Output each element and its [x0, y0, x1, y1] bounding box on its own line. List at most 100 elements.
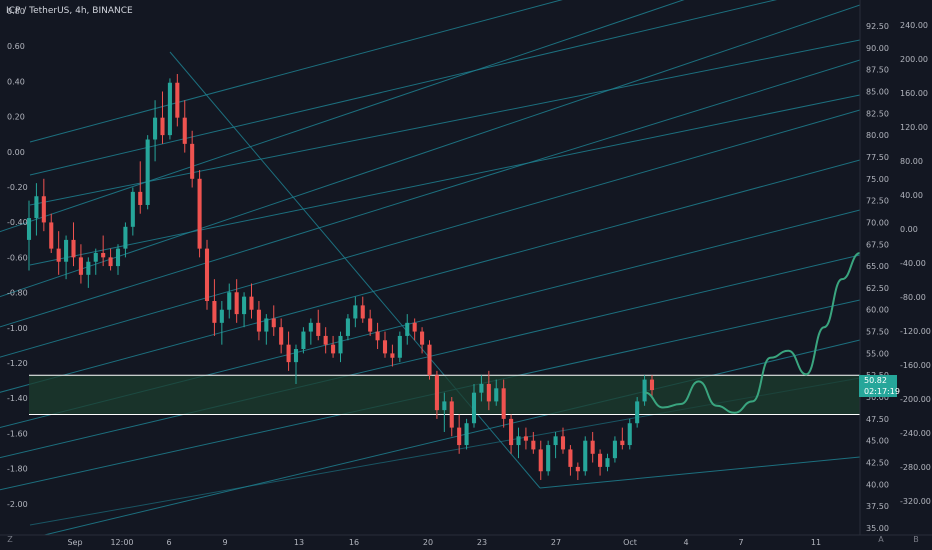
candle-body	[331, 344, 336, 354]
left-axis-tick: -1.00	[7, 324, 28, 333]
candle-body	[279, 327, 284, 345]
candles	[26, 74, 655, 480]
candle-body	[516, 436, 521, 446]
time-axis-tick: Sep	[67, 538, 82, 547]
price-axis-tick: 50.00	[866, 393, 889, 402]
candle-body	[190, 143, 195, 179]
candle-body	[242, 296, 247, 315]
right-axis-tick: -80.00	[900, 293, 926, 302]
candle-body	[649, 379, 655, 391]
price-axis-tick: 92.50	[866, 22, 889, 31]
candle-body	[323, 335, 328, 345]
auto-scale-button[interactable]: A	[878, 535, 884, 544]
price-axis-tick: 40.00	[866, 480, 889, 489]
log-scale-button[interactable]: B	[913, 535, 919, 544]
candle-body	[397, 335, 402, 358]
candle-body	[420, 331, 425, 345]
candle-body	[486, 383, 491, 402]
candle-body	[308, 322, 313, 332]
left-axis-tick: 0.80	[7, 7, 25, 16]
left-axis-tick: -0.60	[7, 253, 28, 262]
price-axis-tick: 67.50	[866, 240, 889, 249]
candle-body	[464, 423, 469, 446]
candle-body	[26, 218, 32, 240]
candle-body	[93, 252, 98, 262]
right-axis-tick: 200.00	[900, 55, 928, 64]
projection-path	[644, 251, 860, 414]
candle-body	[182, 117, 187, 144]
price-axis-tick: 85.00	[866, 87, 889, 96]
left-axis-tick: -1.40	[7, 394, 28, 403]
candle-body	[78, 257, 83, 275]
fan-line	[29, 94, 860, 266]
left-axis-tick: -0.20	[7, 183, 28, 192]
candle-body	[256, 309, 261, 332]
candle-body	[219, 309, 224, 323]
time-axis-tick: 23	[477, 538, 487, 547]
left-axis-tick: 0.20	[7, 113, 25, 122]
time-axis-tick: Oct	[623, 538, 637, 547]
price-axis-tick: 77.50	[866, 153, 889, 162]
left-axis-tick: -0.80	[7, 289, 28, 298]
time-axis-tick: 6	[166, 538, 171, 547]
candle-body	[390, 353, 395, 358]
candle-body	[145, 139, 150, 205]
right-axis-tick: -200.00	[900, 395, 931, 404]
chart-title: ICP / TetherUS, 4h, BINANCE	[6, 6, 133, 16]
candle-body	[598, 453, 603, 467]
candle-body	[368, 318, 373, 332]
candle-body	[212, 301, 217, 323]
candle-body	[204, 248, 210, 302]
price-axis-tick: 90.00	[866, 44, 889, 53]
candle-body	[635, 401, 640, 424]
right-axis-tick: 120.00	[900, 123, 928, 132]
candle-body	[531, 440, 536, 450]
candle-body	[501, 388, 506, 419]
price-axis-tick: 65.00	[866, 262, 889, 271]
time-axis-tick: 11	[811, 538, 821, 547]
candle-body	[153, 117, 158, 140]
trend-line-up	[539, 456, 860, 489]
candle-body	[412, 322, 417, 332]
price-axis-tick: 75.00	[866, 175, 889, 184]
candle-body	[575, 466, 580, 472]
candle-body	[583, 440, 588, 472]
candle-body	[49, 222, 54, 249]
fan-line	[0, 109, 860, 358]
candle-body	[271, 318, 276, 328]
candle-body	[553, 436, 558, 446]
candle-body	[538, 449, 543, 472]
candle-body	[301, 331, 306, 350]
price-axis-tick: 70.00	[866, 218, 889, 227]
candle-body	[442, 401, 447, 411]
timezone-button[interactable]: Z	[7, 535, 13, 544]
candle-body	[605, 458, 610, 467]
candle-body	[434, 375, 439, 411]
right-axis-tick: -320.00	[900, 497, 931, 506]
right-axis-tick: 40.00	[900, 191, 923, 200]
candle-body	[360, 305, 365, 319]
fan-line	[0, 4, 860, 298]
time-axis-tick: 16	[349, 538, 359, 547]
candle-body	[34, 196, 39, 219]
left-axis-tick: 0.00	[7, 148, 25, 157]
left-axis-tick: 0.60	[7, 42, 25, 51]
right-axis-tick: -120.00	[900, 327, 931, 336]
time-axis-tick: 4	[683, 538, 688, 547]
right-axis-tick: 240.00	[900, 21, 928, 30]
time-axis-tick: 13	[294, 538, 304, 547]
price-axis-tick: 47.50	[866, 415, 889, 424]
candle-body	[509, 418, 514, 446]
last-price-tag: 50.82 02:17:19	[859, 375, 900, 397]
last-price-value: 50.82	[864, 376, 887, 385]
left-axis-tick: -1.20	[7, 359, 28, 368]
price-axis-tick: 62.50	[866, 284, 889, 293]
candle-body	[427, 344, 432, 376]
fan-line	[0, 254, 860, 459]
fan-line	[29, 39, 860, 206]
candle-body	[568, 449, 573, 467]
price-axis-tick: 37.50	[866, 502, 889, 511]
fan-line	[0, 59, 860, 328]
price-axis-tick: 60.00	[866, 306, 889, 315]
